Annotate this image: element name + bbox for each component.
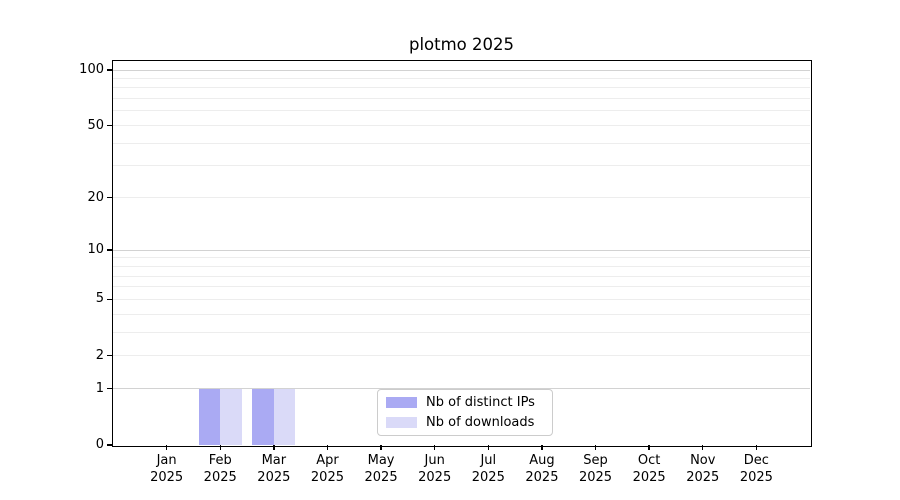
x-tick-label: Apr 2025	[310, 453, 344, 485]
y-tick-label: 10	[87, 242, 104, 258]
x-tick-label: Jun 2025	[418, 453, 452, 485]
y-tick-label: 20	[87, 189, 104, 205]
x-tick-label: Feb 2025	[203, 453, 237, 485]
x-tick-mark	[541, 445, 543, 450]
y-tick-label: 0	[95, 437, 104, 452]
x-tick-mark	[273, 445, 275, 450]
x-tick-label: Jul 2025	[471, 453, 505, 485]
gridline-minor	[113, 275, 810, 277]
gridline-minor	[113, 77, 810, 79]
x-tick-mark	[326, 445, 329, 450]
x-tick-label: Oct 2025	[632, 453, 666, 485]
x-tick-mark	[594, 445, 597, 450]
x-tick-label: Jan 2025	[150, 453, 184, 485]
bar-distinct-ips	[198, 388, 221, 445]
y-tick-mark	[106, 196, 112, 199]
y-tick-label: 100	[79, 62, 104, 77]
bar-downloads	[220, 388, 242, 445]
x-tick-mark	[219, 445, 221, 450]
x-tick-mark	[755, 445, 758, 450]
y-tick-mark	[106, 444, 112, 446]
x-tick-label: Dec 2025	[739, 453, 773, 485]
legend-entry-distinct-ips: Nb of distinct IPs	[378, 394, 552, 411]
x-tick-label: Aug 2025	[525, 453, 559, 485]
x-tick-mark	[702, 445, 704, 450]
gridline-minor	[113, 98, 810, 100]
gridline-minor	[113, 165, 810, 167]
gridline-minor	[113, 110, 810, 112]
legend-label-distinct-ips: Nb of distinct IPs	[426, 395, 535, 410]
legend-entry-downloads: Nb of downloads	[378, 414, 552, 431]
gridline-minor	[113, 142, 810, 144]
gridline-minor	[113, 286, 810, 288]
y-tick-mark	[106, 69, 112, 71]
bar-downloads	[273, 388, 296, 445]
gridline-minor	[113, 313, 810, 315]
y-tick-mark	[106, 249, 112, 251]
legend-label-downloads: Nb of downloads	[426, 415, 535, 430]
x-tick-mark	[380, 445, 382, 450]
gridline-major	[113, 69, 810, 71]
gridline-minor	[113, 257, 810, 259]
x-tick-mark	[487, 445, 489, 450]
gridline-minor	[113, 197, 810, 199]
y-tick-mark	[106, 387, 112, 390]
gridline-minor	[113, 265, 810, 267]
y-tick-label: 5	[95, 291, 104, 307]
y-tick-mark	[106, 298, 112, 301]
gridline-major	[113, 249, 810, 251]
gridline-minor	[113, 355, 810, 357]
x-tick-mark	[165, 445, 168, 450]
plot-area: 0 1 2 5 10 20 50 100 Jan 2025 Feb 2025 Mar 2025 Apr…	[79, 59, 812, 485]
x-tick-label: Nov 2025	[686, 453, 720, 485]
legend-swatch-downloads	[386, 417, 417, 428]
gridline-minor	[113, 298, 810, 300]
gridline-minor	[113, 87, 810, 89]
chart-title: plotmo 2025	[408, 35, 515, 54]
gridline-minor	[113, 125, 810, 127]
legend: Nb of distinct IPs Nb of downloads	[377, 389, 553, 436]
x-tick-label: May 2025	[364, 453, 398, 485]
y-tick-mark	[106, 124, 112, 127]
y-tick-mark	[106, 355, 112, 357]
y-tick-label: 50	[87, 117, 104, 133]
x-tick-mark	[648, 445, 650, 450]
legend-swatch-distinct-ips	[386, 397, 417, 408]
y-tick-label: 2	[95, 347, 104, 363]
y-tick-label: 1	[95, 380, 104, 396]
x-tick-label: Mar 2025	[257, 453, 291, 485]
bar-distinct-ips	[252, 388, 274, 445]
gridline-major	[113, 388, 810, 390]
gridline-minor	[113, 331, 810, 333]
x-tick-mark	[433, 445, 436, 450]
x-tick-label: Sep 2025	[578, 453, 613, 485]
